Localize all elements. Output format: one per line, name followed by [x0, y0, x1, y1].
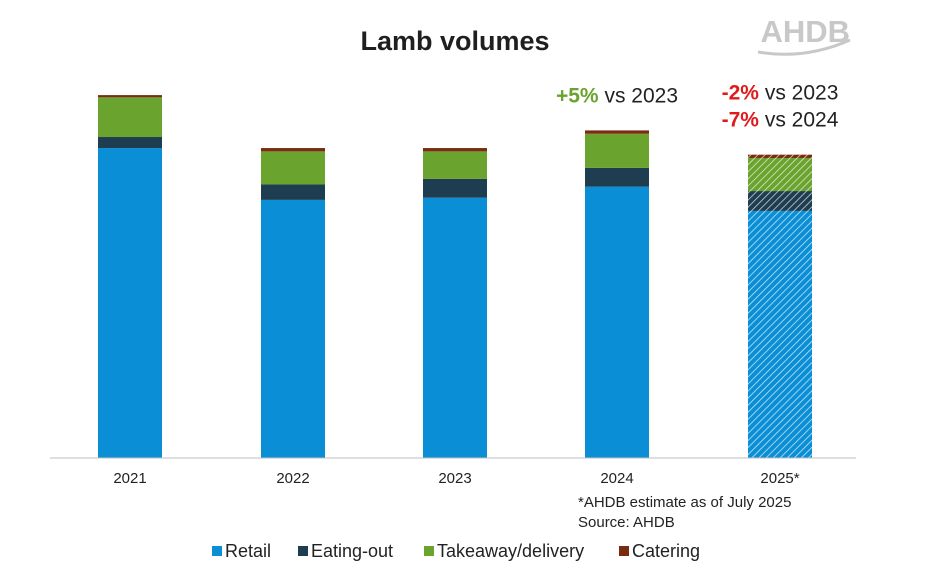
annotation-2025-1: -7% vs 2024 — [722, 109, 839, 132]
bar-takeaway-delivery-2024 — [585, 133, 649, 168]
bar-takeaway-delivery-2022 — [261, 151, 325, 185]
bar-eating-out-2023 — [423, 178, 487, 198]
logo-text: AHDB — [760, 14, 850, 49]
x-tick-2022: 2022 — [276, 470, 309, 487]
legend-swatch-catering — [619, 546, 629, 556]
chart-title: Lamb volumes — [360, 26, 549, 56]
bar-retail-2022 — [261, 199, 325, 458]
legend-label-catering: Catering — [632, 541, 700, 561]
x-tick-2023: 2023 — [438, 470, 471, 487]
legend-label-takeaway-delivery: Takeaway/delivery — [437, 541, 584, 561]
footnote: *AHDB estimate as of July 2025 — [578, 494, 791, 511]
bar-catering-2023 — [423, 148, 487, 152]
bar-retail-2024 — [585, 186, 649, 458]
annotation-2025-0: -2% vs 2023 — [722, 82, 839, 105]
logo-swoosh — [757, 38, 851, 56]
x-tick-2025: 2025* — [760, 470, 799, 487]
bar-hatch-retail-2025 — [748, 210, 812, 458]
legend-label-eating-out: Eating-out — [311, 541, 393, 561]
source-note: Source: AHDB — [578, 514, 675, 531]
bar-eating-out-2022 — [261, 184, 325, 200]
bar-hatch-eating-out-2025 — [748, 191, 812, 211]
legend-swatch-takeaway-delivery — [424, 546, 434, 556]
legend-swatch-retail — [212, 546, 222, 556]
bar-catering-2022 — [261, 148, 325, 152]
legend-label-retail: Retail — [225, 541, 271, 561]
bar-retail-2021 — [98, 148, 162, 459]
bar-eating-out-2021 — [98, 137, 162, 149]
annotation-2024-0: +5% vs 2023 — [556, 84, 678, 107]
bar-catering-2024 — [585, 130, 649, 134]
bar-takeaway-delivery-2021 — [98, 97, 162, 138]
bars-group — [98, 95, 812, 459]
legend-swatch-eating-out — [298, 546, 308, 556]
bar-eating-out-2024 — [585, 167, 649, 187]
x-tick-2024: 2024 — [600, 470, 633, 487]
ahdb-logo: AHDB — [757, 14, 851, 56]
bar-hatch-takeaway-delivery-2025 — [748, 157, 812, 192]
x-tick-2021: 2021 — [113, 470, 146, 487]
x-tick-labels: 2021 2022 2023 2024 2025* — [113, 470, 799, 487]
legend: Retail Eating-out Takeaway/delivery Caterin… — [212, 541, 700, 561]
bar-hatch-catering-2025 — [748, 154, 812, 158]
annotations-group: +5% vs 2023 -2% vs 2023 -7% vs 2024 — [556, 82, 839, 132]
bar-catering-2021 — [98, 95, 162, 98]
bar-takeaway-delivery-2023 — [423, 151, 487, 179]
bar-retail-2023 — [423, 197, 487, 458]
